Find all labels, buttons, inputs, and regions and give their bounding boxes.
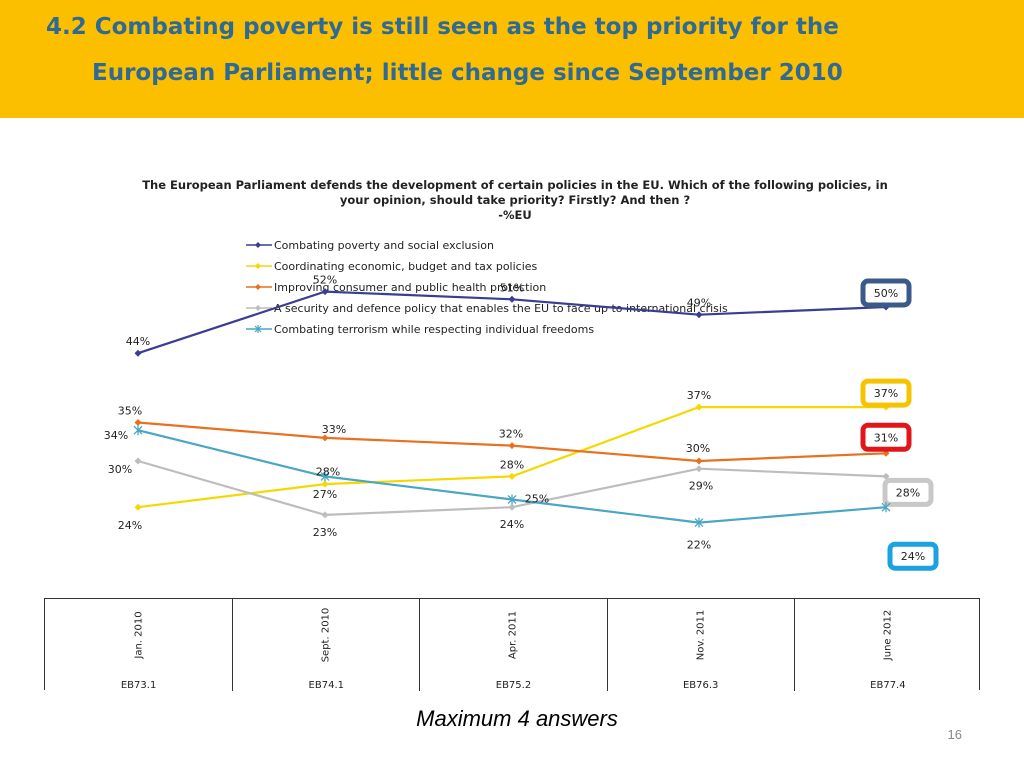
- x-tick-date-text: Nov. 2011: [695, 609, 707, 661]
- data-point: [508, 442, 516, 450]
- data-label: 30%: [108, 463, 132, 476]
- x-axis-table: Jan. 2010 EB73.1 Sept. 2010 EB74.1 Apr. 2011…: [44, 598, 981, 691]
- data-point: [695, 311, 703, 319]
- data-point: [695, 465, 703, 473]
- data-label: 29%: [689, 480, 713, 493]
- x-axis-column: Apr. 2011 EB75.2: [419, 599, 606, 691]
- x-tick-date-text: Apr. 2011: [507, 610, 519, 660]
- data-label: 31%: [874, 431, 898, 444]
- legend-label: Improving consumer and public health pro…: [274, 281, 546, 294]
- legend-marker: [255, 263, 261, 269]
- x-axis-column: Jan. 2010 EB73.1: [45, 599, 232, 691]
- data-label: 24%: [118, 519, 142, 532]
- legend-label: Combating terrorism while respecting ind…: [274, 323, 594, 336]
- data-label: 35%: [118, 405, 142, 418]
- x-tick-date: Jan. 2010: [104, 605, 174, 665]
- data-label: 49%: [687, 297, 711, 310]
- data-label: 44%: [126, 335, 150, 348]
- data-point: [507, 494, 517, 505]
- data-label: 37%: [874, 387, 898, 400]
- data-label: 37%: [687, 389, 711, 402]
- data-label: 25%: [525, 493, 549, 506]
- data-label: 28%: [316, 465, 340, 478]
- data-point: [882, 472, 890, 480]
- data-label: 28%: [500, 458, 524, 471]
- chart-subtitle: -%EU: [498, 208, 532, 222]
- slide-title-line-2: European Parliament; little change since…: [92, 60, 843, 86]
- legend-marker: [255, 284, 261, 290]
- x-tick-date: June 2012: [853, 605, 923, 665]
- x-tick-date: Sept. 2010: [291, 605, 361, 665]
- x-axis-column: Sept. 2010 EB74.1: [232, 599, 419, 691]
- data-label: 34%: [104, 429, 128, 442]
- slide-title-line-1: 4.2 Combating poverty is still seen as t…: [46, 14, 839, 40]
- data-point: [881, 502, 891, 513]
- data-point: [134, 457, 142, 465]
- data-label: 32%: [499, 428, 523, 441]
- data-label: 52%: [313, 274, 337, 287]
- x-tick-wave: EB73.1: [120, 680, 157, 691]
- data-point: [695, 457, 703, 465]
- legend-label: Coordinating economic, budget and tax po…: [274, 260, 538, 273]
- data-point: [321, 434, 329, 442]
- x-tick-wave: EB77.4: [870, 680, 906, 691]
- legend-marker: [255, 305, 261, 311]
- x-axis-column: June 2012 EB77.4: [793, 599, 981, 691]
- data-point: [508, 503, 516, 511]
- x-tick-date: Apr. 2011: [478, 605, 548, 665]
- data-label: 22%: [687, 539, 711, 552]
- x-tick-wave: EB76.3: [682, 680, 719, 691]
- legend-marker: [254, 325, 262, 333]
- data-label: 51%: [500, 281, 524, 294]
- data-point: [695, 403, 703, 411]
- x-tick-date-text: Sept. 2010: [320, 607, 332, 663]
- data-label: 23%: [313, 526, 337, 539]
- data-point: [320, 471, 330, 482]
- data-point: [508, 295, 516, 303]
- highlight-box: [860, 378, 912, 408]
- data-label: 33%: [322, 423, 346, 436]
- chart-title: The European Parliament defends the deve…: [142, 178, 888, 207]
- highlight-box: [887, 541, 939, 571]
- data-point: [508, 472, 516, 480]
- x-tick-wave: EB74.1: [308, 680, 344, 691]
- header-banner: [0, 0, 1024, 118]
- data-point: [321, 288, 329, 296]
- highlight-box: [860, 422, 912, 452]
- data-point: [694, 517, 704, 528]
- data-label: 50%: [874, 287, 898, 300]
- page-number: 16: [947, 727, 962, 742]
- highlight-box: [882, 477, 934, 507]
- legend-marker: [255, 242, 261, 248]
- data-label: 24%: [500, 518, 524, 531]
- chart-question: The European Parliament defends the deve…: [80, 178, 950, 223]
- x-tick-wave: EB75.2: [495, 680, 532, 691]
- data-label: 30%: [686, 442, 710, 455]
- data-point: [321, 511, 329, 519]
- highlight-box: [860, 278, 912, 308]
- data-label: 27%: [313, 488, 337, 501]
- data-label: 28%: [896, 486, 920, 499]
- x-tick-date: Nov. 2011: [666, 605, 736, 665]
- footnote: Maximum 4 answers: [416, 706, 618, 731]
- legend-label: Combating poverty and social exclusion: [274, 239, 494, 252]
- data-point: [134, 419, 142, 426]
- x-axis-column: Nov. 2011 EB76.3: [606, 599, 794, 691]
- data-point: [133, 425, 143, 436]
- data-point: [321, 480, 329, 488]
- data-point: [134, 503, 142, 511]
- data-point: [134, 349, 142, 357]
- x-tick-date-text: Jan. 2010: [133, 611, 145, 659]
- legend-label: A security and defence policy that enabl…: [274, 302, 728, 315]
- x-tick-date-text: June 2012: [882, 609, 894, 661]
- data-label: 24%: [901, 550, 925, 563]
